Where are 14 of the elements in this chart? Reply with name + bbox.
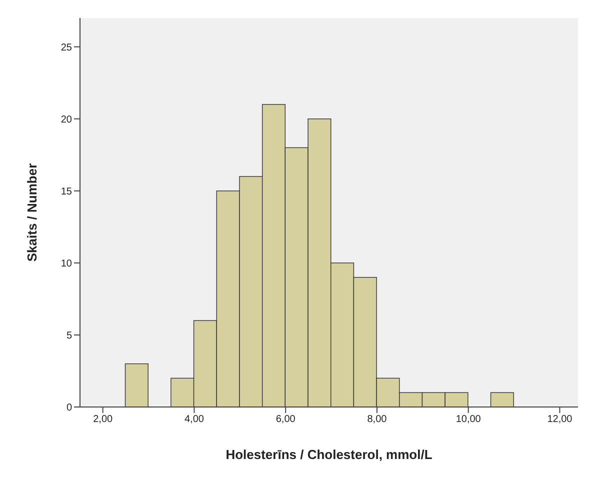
- y-tick-label: 20: [60, 114, 72, 126]
- y-tick-label: 15: [60, 186, 72, 198]
- y-tick-label: 10: [60, 258, 72, 270]
- y-tick-label: 25: [60, 42, 72, 54]
- y-axis-title: Skaits / Number: [24, 163, 40, 262]
- x-tick-label: 12,00: [547, 414, 573, 426]
- x-tick-label: 2,00: [93, 414, 114, 426]
- x-tick-label: 10,00: [456, 414, 482, 426]
- x-tick-label: 4,00: [184, 414, 204, 426]
- x-tick-label: 8,00: [367, 414, 388, 426]
- y-tick-label: 5: [66, 330, 72, 342]
- x-axis-title: Holesterīns / Cholesterol, mmol/L: [226, 447, 432, 462]
- y-tick-label: 0: [66, 402, 72, 414]
- x-tick-label: 6,00: [276, 414, 296, 426]
